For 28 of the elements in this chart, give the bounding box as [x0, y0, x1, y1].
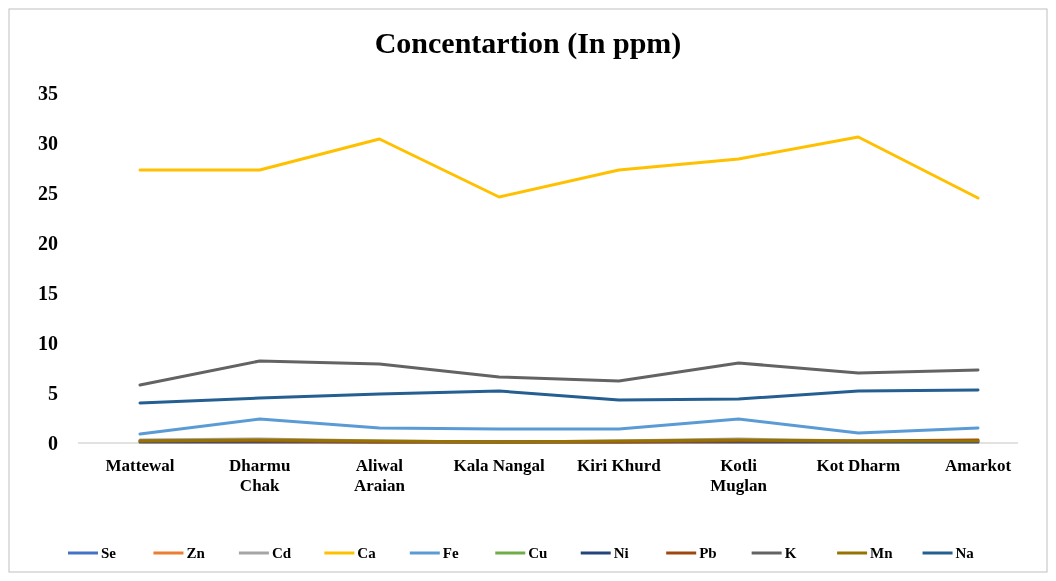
x-tick-label: Kot Dharm: [816, 456, 901, 475]
x-tick-label: Kotli Muglan: [710, 456, 768, 495]
legend-label: K: [784, 545, 797, 562]
y-tick-label: 30: [38, 132, 58, 154]
legend-label: Fe: [442, 545, 459, 562]
y-tick-label: 10: [38, 332, 58, 354]
y-tick-label: 5: [48, 382, 58, 404]
x-tick-label: Dharmu Chak: [229, 456, 291, 495]
x-tick-label: Kiri Khurd: [577, 456, 662, 475]
x-tick-label: Mattewal: [105, 456, 175, 475]
chart-title: Concentartion (In ppm): [374, 26, 682, 60]
y-tick-label: 0: [48, 432, 58, 454]
legend-label: Zn: [186, 545, 206, 562]
y-tick-label: 25: [38, 182, 58, 204]
legend-label: Mn: [870, 545, 894, 562]
x-tick-label: Aliwal Araian: [353, 456, 406, 495]
x-tick-label: Kala Nangal: [453, 456, 545, 475]
legend-label: Ca: [357, 545, 377, 562]
y-tick-label: 35: [38, 82, 58, 104]
x-tick-label: Amarkot: [944, 456, 1012, 475]
legend-label: Ni: [613, 545, 629, 562]
legend-label: Na: [955, 545, 975, 562]
legend-label: Cd: [271, 545, 292, 562]
legend-label: Se: [101, 545, 117, 562]
y-tick-label: 20: [38, 232, 58, 254]
legend-label: Pb: [699, 545, 717, 562]
y-tick-label: 15: [38, 282, 58, 304]
legend-label: Cu: [528, 545, 548, 562]
